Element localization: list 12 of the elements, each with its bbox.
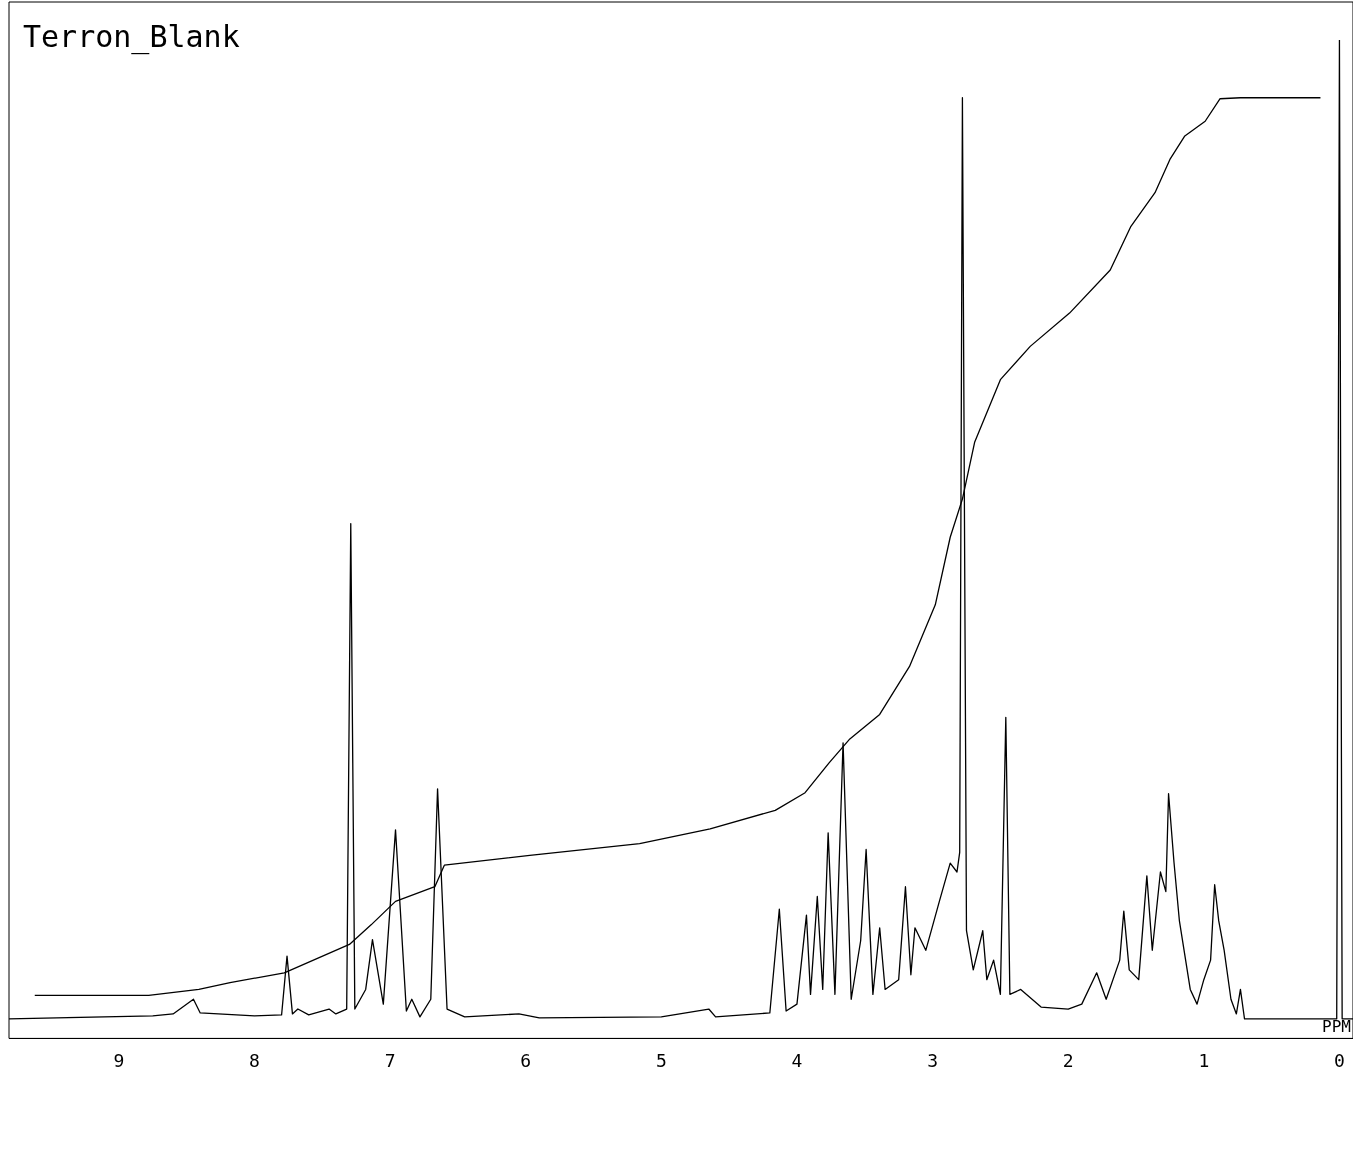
x-tick-label: 0 xyxy=(1334,1049,1345,1071)
chart-title: Terron_Blank xyxy=(23,18,240,55)
x-tick-label: 9 xyxy=(113,1049,125,1071)
x-axis-title: PPM xyxy=(1322,1016,1351,1036)
x-tick-label: 3 xyxy=(927,1049,938,1071)
x-tick-label: 1 xyxy=(1198,1049,1210,1071)
x-tick-label: 8 xyxy=(249,1049,260,1071)
x-tick-label: 5 xyxy=(655,1049,667,1071)
x-tick-label: 2 xyxy=(1062,1049,1074,1071)
x-tick-label: 6 xyxy=(520,1049,532,1071)
x-tick-label: 4 xyxy=(791,1049,803,1071)
x-tick-label: 7 xyxy=(384,1049,396,1071)
